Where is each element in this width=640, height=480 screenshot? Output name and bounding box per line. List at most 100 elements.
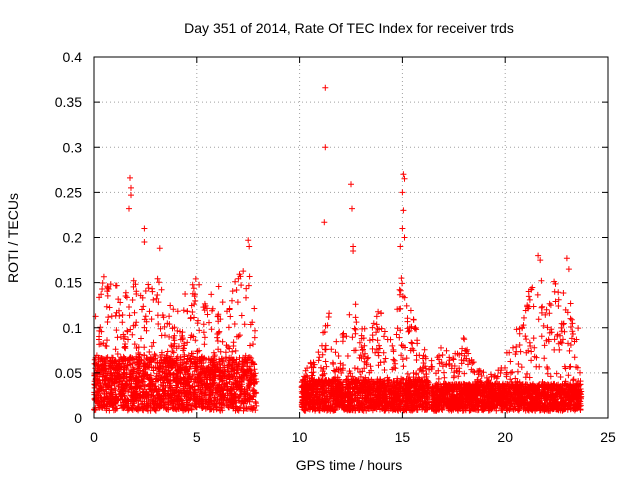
data-point	[210, 357, 217, 364]
data-point	[161, 387, 168, 394]
data-point	[325, 378, 332, 385]
data-point	[118, 375, 125, 382]
data-point	[381, 333, 387, 340]
data-point	[318, 364, 324, 371]
data-point	[402, 401, 409, 408]
data-point	[399, 280, 406, 287]
data-point	[351, 365, 358, 372]
data-point	[154, 275, 161, 282]
data-point	[375, 352, 382, 359]
data-point	[174, 384, 180, 391]
data-point	[381, 328, 388, 335]
data-point	[234, 299, 241, 306]
data-point	[354, 365, 361, 372]
data-point	[480, 386, 486, 393]
data-point	[204, 305, 210, 312]
data-point	[212, 369, 219, 376]
data-point	[110, 396, 117, 403]
data-point	[383, 391, 390, 398]
data-point	[176, 389, 183, 396]
data-point	[316, 407, 323, 414]
data-point	[182, 393, 189, 400]
data-point	[251, 366, 258, 373]
data-point	[321, 329, 328, 335]
data-point	[320, 398, 327, 405]
data-point	[333, 390, 340, 397]
data-point	[164, 348, 171, 355]
data-point	[366, 337, 373, 344]
data-point	[346, 311, 353, 318]
data-point	[474, 376, 481, 383]
data-point	[418, 383, 424, 390]
data-point	[371, 380, 378, 387]
data-point	[424, 381, 431, 388]
data-point	[139, 294, 146, 301]
data-point	[180, 374, 187, 381]
data-point	[352, 314, 359, 321]
data-point	[145, 285, 152, 292]
data-point	[194, 375, 201, 382]
data-point	[132, 322, 139, 329]
data-point	[174, 327, 181, 334]
data-point	[207, 367, 214, 374]
data-point	[528, 348, 535, 355]
data-point	[367, 363, 374, 370]
data-point	[153, 295, 160, 302]
data-point	[133, 291, 140, 297]
data-point	[381, 367, 388, 373]
data-point	[303, 400, 310, 406]
data-point	[127, 354, 134, 361]
data-point	[154, 392, 161, 399]
data-point	[194, 348, 201, 355]
data-point	[201, 341, 208, 348]
data-point	[227, 313, 234, 320]
data-point	[177, 370, 184, 377]
data-point	[133, 383, 140, 390]
data-point	[142, 288, 149, 294]
data-point	[305, 405, 312, 412]
data-point	[411, 325, 418, 332]
data-point	[369, 345, 376, 352]
data-point	[299, 404, 306, 411]
data-point	[192, 356, 199, 363]
data-point	[410, 316, 417, 323]
data-point	[568, 324, 574, 330]
data-point	[135, 350, 142, 356]
data-point	[439, 390, 446, 397]
data-point	[190, 333, 197, 340]
data-point	[208, 326, 215, 333]
data-point	[136, 365, 142, 372]
data-point	[216, 372, 223, 379]
data-point	[407, 407, 414, 414]
data-point	[154, 359, 161, 366]
data-point	[236, 271, 243, 278]
data-point	[245, 282, 252, 289]
data-point	[110, 369, 117, 376]
data-point	[238, 366, 245, 373]
data-point	[480, 369, 487, 376]
data-point	[315, 376, 322, 383]
data-point	[461, 381, 468, 388]
data-point	[479, 406, 486, 413]
data-point	[189, 290, 196, 297]
data-point	[319, 368, 326, 375]
data-point	[450, 374, 457, 381]
data-point	[340, 362, 347, 368]
data-point	[384, 336, 391, 343]
data-point	[417, 401, 424, 408]
data-point	[167, 371, 174, 378]
data-point	[308, 401, 315, 408]
data-point	[551, 288, 558, 295]
data-point	[187, 315, 194, 322]
data-point	[345, 389, 352, 396]
data-point	[186, 374, 193, 381]
data-point	[553, 370, 560, 377]
data-point	[456, 351, 463, 358]
data-point	[403, 406, 409, 412]
data-point	[211, 394, 218, 401]
data-point	[107, 281, 114, 288]
data-point	[491, 373, 498, 380]
data-point	[182, 380, 189, 387]
data-point	[397, 287, 404, 294]
data-point	[404, 318, 411, 325]
